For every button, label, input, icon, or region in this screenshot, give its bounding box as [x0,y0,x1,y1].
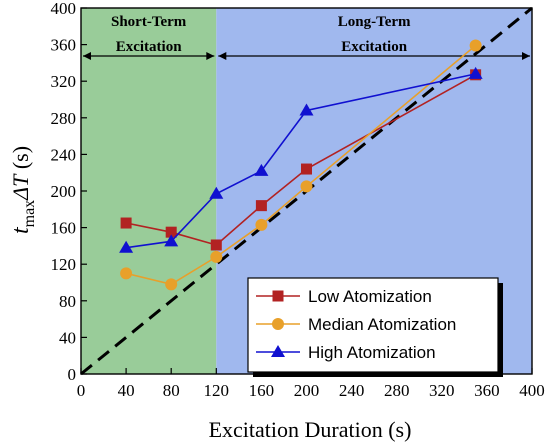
y-tick-label-8: 320 [51,72,77,91]
x-tick-label-8: 320 [429,381,455,400]
region-1-label-line1: Short-Term [111,14,187,30]
legend-box [247,277,499,373]
legend: Low Atomization Median Atomization High At… [247,277,503,377]
y-tick-label-2: 80 [59,292,76,311]
x-tick-label-10: 400 [519,381,545,400]
region-1-label-line2: Excitation [116,39,182,55]
x-tick-label-1: 40 [118,381,135,400]
y-tick-label-10: 400 [51,0,77,18]
y-tick-label-9: 360 [51,36,77,55]
y-tick-label-0: 0 [68,365,77,384]
legend-label-3: High Atomization [308,343,436,362]
region-1 [81,8,217,374]
y-axis-title-sub: max [21,200,38,228]
y-tick-label-5: 200 [51,182,77,201]
series-layer [119,39,483,291]
series-3-point-1 [119,240,134,253]
x-tick-label-4: 160 [249,381,275,400]
series-2-point-4 [255,218,268,231]
legend-label-1: Low Atomization [308,287,432,306]
legend-marker-2 [272,318,284,330]
series-2-line [125,44,477,286]
series-2-point-2 [165,278,178,291]
series-1-point-3 [210,239,222,251]
series-2-point-1 [120,267,133,280]
y-axis-title-unit: (s) [8,146,33,175]
series-3-point-4 [254,163,269,176]
series-1-point-1 [120,217,132,229]
series-1-line [125,74,477,246]
y-tick-label-1: 40 [59,328,76,347]
x-axis-title: Excitation Duration (s) [209,417,412,442]
legend-label-2: Median Atomization [308,315,456,334]
series-1-point-5 [301,163,312,175]
series-2 [120,39,482,291]
region-2-label-line2: Excitation [341,39,407,55]
x-tick-label-9: 360 [474,381,500,400]
series-2-point-5 [300,180,313,193]
series-3-point-6 [468,66,483,79]
x-tick-label-5: 200 [294,381,320,400]
x-tick-label-7: 280 [384,381,410,400]
series-3-point-5 [299,103,314,116]
x-tick-label-0: 0 [77,381,86,400]
legend-marker-3 [271,345,285,357]
y-axis-title-main: t [8,226,34,234]
x-tick-label-3: 120 [204,381,230,400]
series-2-point-6 [469,39,482,52]
region-1-arrow-head-left [83,52,91,60]
x-tick-label-6: 240 [339,381,365,400]
series-3-line [125,73,476,249]
region-2-arrow-head-right [522,52,530,60]
axes-layer: 0 40 80 120 160 200 240 280 320 360 400 0 40 80 120 160… [51,0,545,400]
series-2-point-3 [210,250,223,263]
series-3 [119,66,483,253]
y-tick-label-6: 240 [51,145,77,164]
series-3-point-3 [209,186,224,199]
region-2-arrow-head-left [218,52,227,60]
y-tick-label-3: 120 [51,255,77,274]
series-3-point-2 [164,234,179,247]
legend-marker-1 [272,290,284,302]
region-1-arrow-head-right [206,52,215,60]
y-tick-label-4: 160 [51,219,77,238]
series-1-point-4 [255,200,267,212]
y-tick-label-7: 280 [51,109,77,128]
x-tick-label-2: 80 [163,381,180,400]
region-2-label-line1: Long-Term [338,14,411,30]
y-axis-title-symbol: ΔT [8,173,33,201]
y-axis-title: tmaxΔT (s) [8,146,38,234]
series-1-point-2 [165,226,177,238]
